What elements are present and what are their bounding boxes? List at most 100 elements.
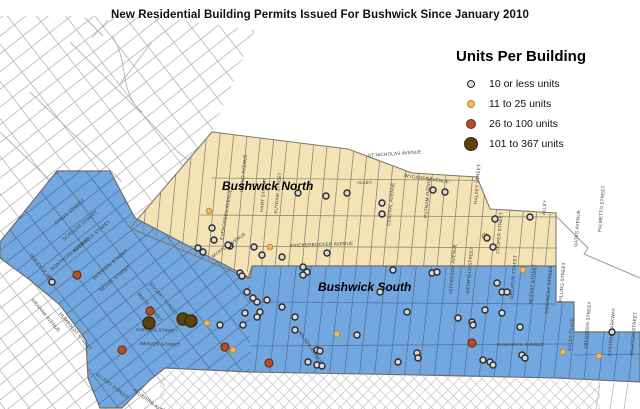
street-label: GARDEN STREET — [136, 327, 178, 333]
permit-dot — [498, 309, 506, 317]
permit-dot — [595, 352, 603, 360]
permit-dot — [503, 288, 511, 296]
street-label: WEIRFIELD STREET — [465, 246, 474, 294]
permit-dot — [481, 306, 489, 314]
legend-dot-101-to-367 — [464, 137, 478, 151]
legend-item-101-to-367: 101 to 367 units — [448, 134, 638, 154]
legend: Units Per Building 10 or less units 11 t… — [448, 48, 638, 154]
permit-dot — [467, 338, 477, 348]
street-label: ALLEY — [541, 199, 548, 215]
street-label: SUYDAM STREET — [273, 172, 282, 214]
map-title: New Residential Building Permits Issued … — [110, 9, 530, 21]
permit-dot — [238, 272, 246, 280]
street-label: WYCKOFF AVENUE — [404, 173, 450, 184]
permit-dot — [559, 348, 567, 356]
permit-dot — [72, 270, 82, 280]
permit-dot — [220, 342, 230, 352]
permit-dot — [203, 319, 211, 327]
street-label: PUTNAM AVENUE — [423, 176, 432, 218]
district-boundary-line — [555, 215, 640, 279]
street-label: COOPER STREET — [495, 212, 504, 254]
street-label: HALSEY STREET — [473, 164, 481, 204]
street-label: IRVING AVENUE — [239, 154, 248, 192]
permit-dot — [210, 236, 218, 244]
permit-dot — [299, 271, 307, 279]
street-label: ST NICHOLAS AVENUE — [368, 149, 422, 158]
permit-dot — [526, 213, 534, 221]
permit-dots-layer — [48, 186, 616, 370]
permit-dot — [263, 296, 271, 304]
street-label: BUSHWICK AVENUE — [497, 342, 544, 347]
permit-dot — [294, 189, 302, 197]
permit-dot — [454, 314, 462, 322]
permit-dot — [389, 266, 397, 274]
permit-dot — [224, 241, 232, 249]
permit-dot — [241, 309, 249, 317]
permit-dot — [253, 313, 261, 321]
permit-dot — [291, 326, 299, 334]
permit-dot — [479, 356, 487, 364]
street-label: PILLING STREET — [558, 262, 566, 302]
region-bushwick-north[interactable] — [130, 132, 556, 278]
legend-dot-26-to-100 — [466, 119, 476, 129]
permit-dot — [376, 288, 384, 296]
permit-dot — [184, 314, 198, 328]
street-label: JEFFERSON AVENUE — [448, 244, 457, 294]
permit-dot — [608, 328, 616, 336]
permit-dot — [353, 331, 361, 339]
bushwick-south-label: Bushwick South — [318, 280, 411, 294]
legend-item-label: 26 to 100 units — [489, 118, 558, 130]
permit-dot — [403, 308, 411, 316]
permit-dot — [489, 243, 497, 251]
legend-dot-11-to-25 — [467, 100, 475, 108]
permit-dot — [519, 266, 527, 274]
permit-dot — [249, 294, 257, 302]
permit-dot — [521, 354, 529, 362]
legend-item-label: 10 or less units — [489, 78, 560, 90]
legend-item-26-to-100: 26 to 100 units — [448, 114, 638, 134]
permit-dot — [142, 316, 156, 330]
street-label: HART STREET — [259, 178, 268, 212]
permit-dot — [291, 313, 299, 321]
permit-dot — [117, 345, 127, 355]
permit-dot — [343, 189, 351, 197]
permit-dot — [491, 215, 499, 223]
permit-dot — [333, 330, 341, 338]
street-label: SALES PLACE — [567, 317, 575, 351]
legend-item-label: 101 to 367 units — [489, 138, 564, 150]
permit-dot — [318, 362, 326, 370]
permit-dot — [299, 263, 307, 271]
street-label: CENTRAL AVENUE — [386, 182, 396, 226]
street-label: BEAVER STREET — [140, 341, 180, 347]
region-bushwick-south[interactable] — [0, 171, 640, 408]
permit-dot — [278, 253, 286, 261]
permit-dot — [441, 188, 449, 196]
permit-dot — [208, 224, 216, 232]
legend-item-10-or-less: 10 or less units — [448, 74, 638, 94]
legend-item-11-to-25: 11 to 25 units — [448, 94, 638, 114]
street-label: DECATUR STREET — [509, 255, 518, 299]
permit-dot — [323, 249, 331, 257]
street-label: ALLEY — [357, 180, 372, 185]
permit-dot — [469, 321, 477, 329]
permit-dot — [145, 306, 155, 316]
permit-dot — [483, 234, 491, 242]
street-label: PALMETTO STREET — [597, 185, 606, 232]
north-outline — [129, 131, 557, 279]
permit-dot — [304, 358, 312, 366]
permit-dot — [258, 251, 266, 259]
permit-dot — [493, 279, 501, 287]
permit-dot — [429, 186, 437, 194]
permit-dot — [243, 288, 251, 296]
street-label: ABERDEEN STREET — [583, 301, 592, 349]
permit-dot — [316, 347, 324, 355]
permit-dot — [322, 192, 330, 200]
permit-dot — [229, 346, 237, 354]
permit-dot — [278, 303, 286, 311]
street-label: GATES AVENUE — [573, 210, 581, 247]
legend-item-label: 11 to 25 units — [489, 98, 552, 110]
bushwick-north-label: Bushwick North — [222, 179, 313, 193]
street-label: KNICKERBOCKER AVENUE — [290, 241, 354, 248]
